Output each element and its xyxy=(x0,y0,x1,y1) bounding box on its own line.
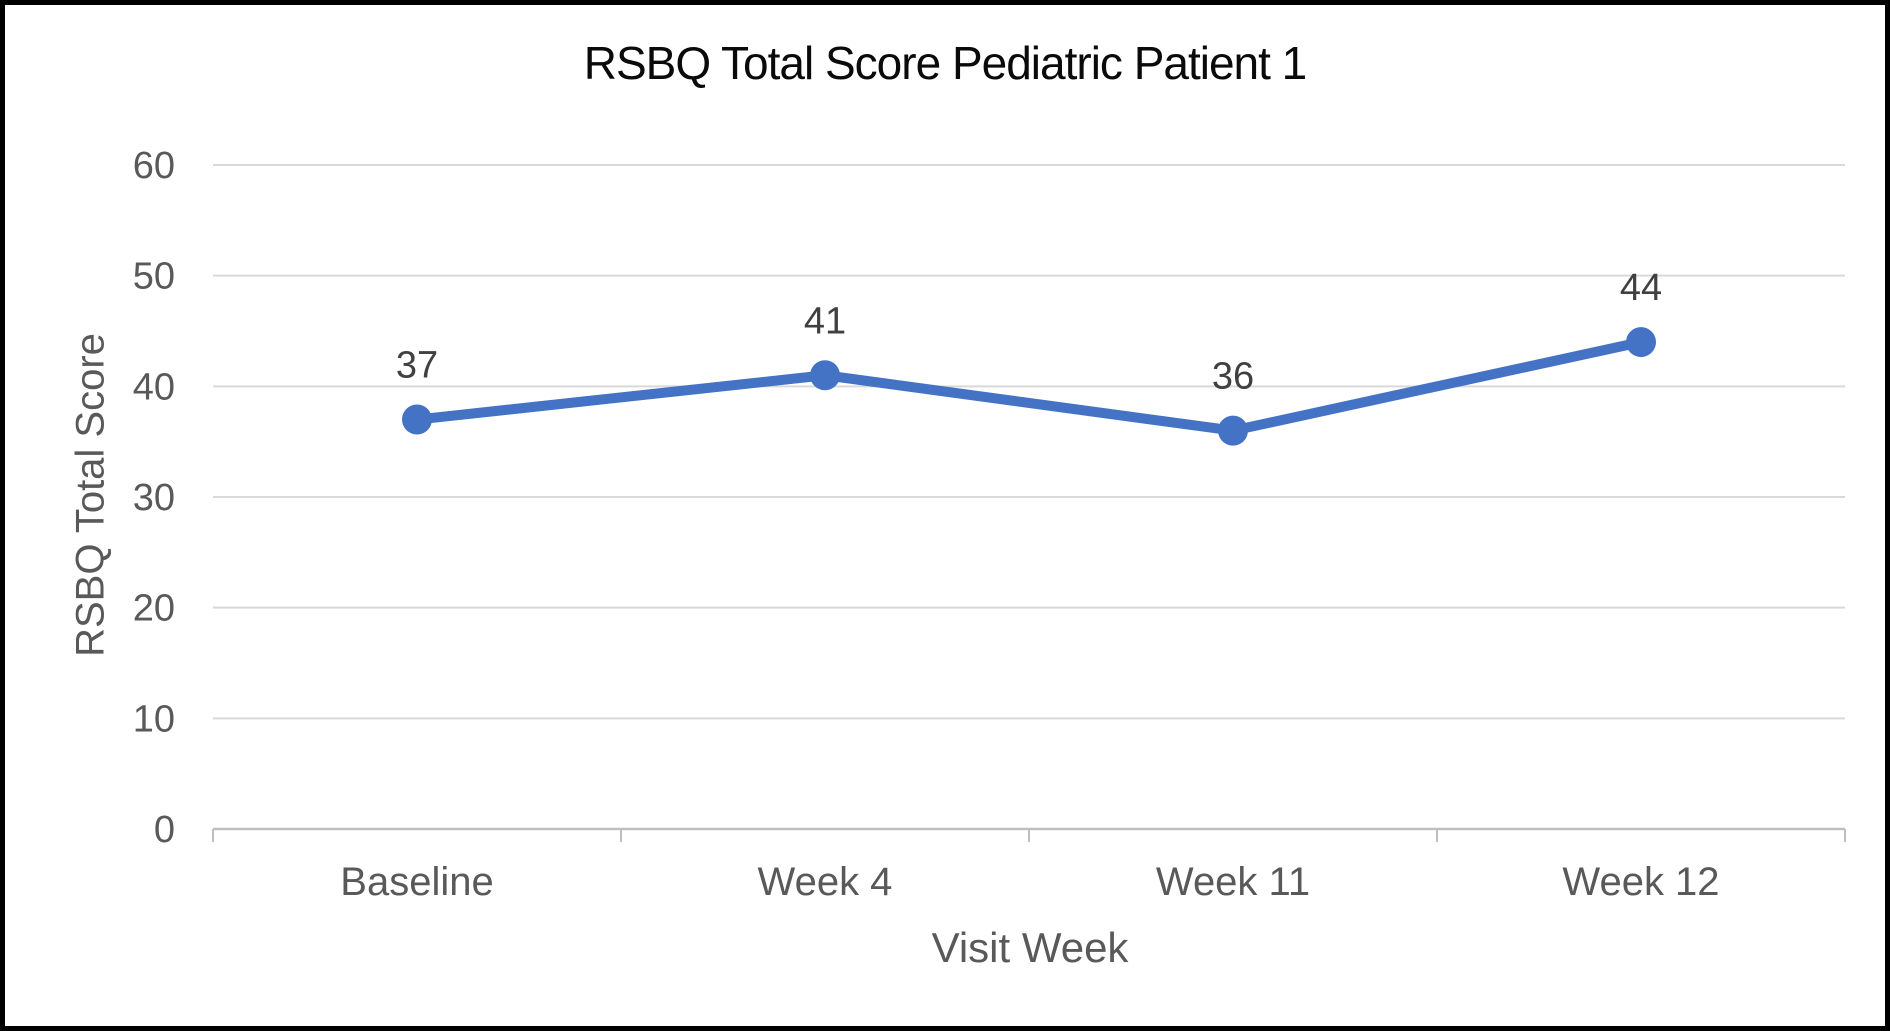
y-tick-label: 60 xyxy=(133,145,175,187)
series-line xyxy=(412,337,1646,436)
x-axis-title: Visit Week xyxy=(931,924,1129,971)
y-tick-label: 20 xyxy=(133,588,175,630)
y-tick-label: 40 xyxy=(133,366,175,408)
line-chart-plot: 0 10 20 30 40 50 60 Baseline Week 4 Week 11 Week 1… xyxy=(133,145,1846,904)
data-label: 41 xyxy=(804,300,846,342)
chart-title: RSBQ Total Score Pediatric Patient 1 xyxy=(583,37,1308,89)
y-tick-label: 0 xyxy=(154,809,175,851)
category-label: Week 12 xyxy=(1562,860,1719,904)
data-label: 37 xyxy=(396,345,438,387)
data-point-marker xyxy=(1626,327,1656,358)
category-label: Baseline xyxy=(340,860,493,904)
data-point-marker xyxy=(402,404,432,435)
data-label: 36 xyxy=(1212,356,1254,398)
y-tick-label: 50 xyxy=(133,256,175,298)
y-tick-label: 30 xyxy=(133,477,175,519)
data-label: 44 xyxy=(1620,267,1662,309)
y-tick-label: 10 xyxy=(133,698,175,740)
data-point-marker xyxy=(810,360,840,391)
category-label: Week 4 xyxy=(758,860,893,904)
category-label: Week 11 xyxy=(1156,860,1310,904)
y-axis-title: RSBQ Total Score xyxy=(68,333,113,657)
data-point-marker xyxy=(1218,415,1248,446)
